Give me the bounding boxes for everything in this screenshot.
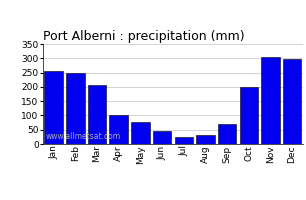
Bar xyxy=(66,73,84,144)
Bar xyxy=(131,122,150,144)
Bar xyxy=(283,59,301,144)
Text: Port Alberni : precipitation (mm): Port Alberni : precipitation (mm) xyxy=(43,30,244,43)
Bar xyxy=(196,135,215,144)
Bar xyxy=(110,115,128,144)
Bar xyxy=(153,131,171,144)
Bar xyxy=(240,87,258,144)
Bar xyxy=(174,137,193,144)
Bar xyxy=(218,124,236,144)
Text: www.allmetsat.com: www.allmetsat.com xyxy=(46,132,121,141)
Bar xyxy=(44,71,63,144)
Bar xyxy=(88,85,106,144)
Bar xyxy=(261,57,280,144)
